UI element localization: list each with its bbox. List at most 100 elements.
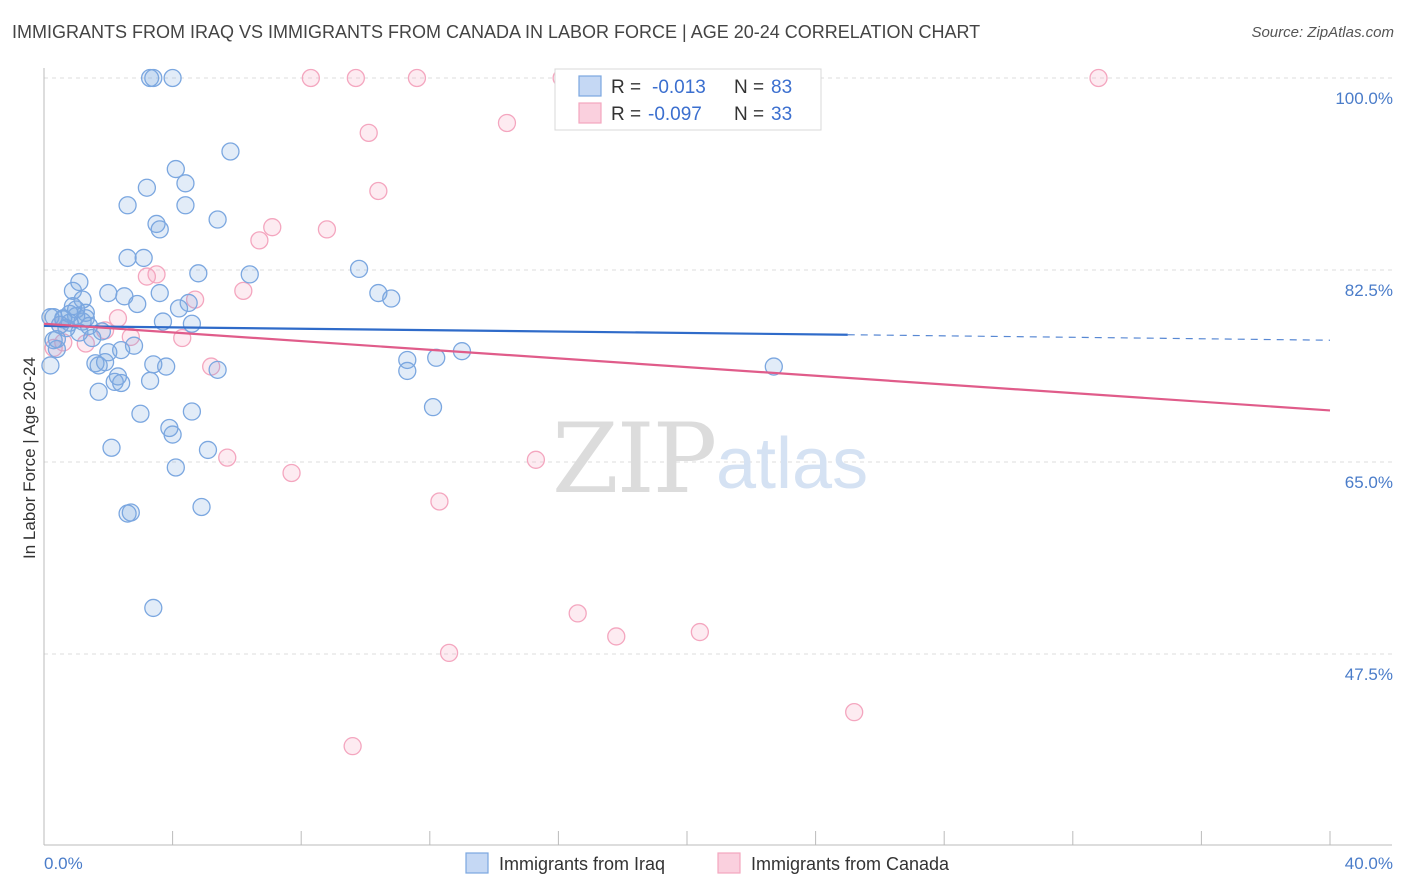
data-point-canada: [218, 448, 237, 467]
data-point-iraq: [118, 196, 137, 215]
legend-swatch-canada: [717, 852, 741, 874]
data-point-iraq: [86, 354, 105, 373]
legend-label-iraq: Immigrants from Iraq: [499, 854, 665, 874]
data-point-canada: [147, 265, 166, 284]
data-point-canada: [1089, 68, 1108, 88]
data-point-iraq: [147, 214, 166, 234]
data-point-iraq: [76, 309, 95, 328]
data-point-canada: [690, 622, 710, 642]
data-point-canada: [430, 492, 449, 511]
data-point-iraq: [102, 438, 121, 457]
watermark-atlas: atlas: [716, 424, 868, 504]
stats-iraq-r-label: R =: [611, 77, 641, 98]
y-tick-label: 65.0%: [1345, 473, 1393, 492]
data-point-canada: [317, 220, 337, 239]
data-point-canada: [301, 68, 320, 88]
data-point-iraq: [764, 357, 783, 376]
source-label: Source: ZipAtlas.com: [1251, 24, 1394, 41]
stats-canada-n-value: 33: [771, 104, 792, 125]
data-point-iraq: [163, 425, 182, 444]
watermark-zip: ZIP: [552, 403, 715, 515]
y-axis-label: In Labor Force | Age 20-24: [20, 357, 39, 559]
data-point-iraq: [176, 174, 195, 193]
trend-line-iraq: [43, 324, 848, 336]
data-point-iraq: [157, 357, 176, 376]
stats-swatch-canada: [578, 102, 602, 124]
data-point-iraq: [150, 220, 169, 239]
legend-swatch-iraq: [465, 852, 489, 874]
stats-iraq-r-value: -0.013: [652, 77, 706, 98]
data-point-canada: [282, 463, 301, 483]
data-point-canada: [108, 309, 128, 328]
data-point-iraq: [198, 440, 218, 460]
data-point-iraq: [427, 348, 446, 367]
data-point-iraq: [382, 289, 401, 308]
data-point-iraq: [189, 264, 208, 283]
x-tick-label-left: 0.0%: [44, 854, 83, 873]
data-point-iraq: [140, 371, 160, 390]
data-point-iraq: [47, 329, 67, 349]
data-point-iraq: [144, 598, 163, 618]
data-point-canada: [497, 113, 517, 133]
data-point-iraq: [192, 497, 211, 517]
data-point-canada: [369, 181, 388, 201]
data-point-iraq: [153, 312, 173, 331]
data-point-canada: [250, 231, 269, 250]
data-point-canada: [607, 627, 626, 646]
data-point-canada: [845, 702, 864, 722]
data-point-iraq: [128, 294, 147, 314]
data-point-canada: [407, 68, 427, 88]
stats-canada-r-label: R =: [611, 104, 641, 125]
data-point-iraq: [124, 336, 144, 355]
stats-iraq-n-label: N =: [734, 77, 764, 98]
data-point-iraq: [105, 372, 124, 392]
tick-labels: 100.0% 82.5% 65.0% 47.5% 0.0% 40.0%: [44, 89, 1393, 873]
data-point-canada: [346, 68, 366, 88]
data-point-canada: [343, 737, 362, 756]
trend-lines: [43, 322, 1331, 412]
data-point-iraq: [47, 339, 67, 359]
data-point-iraq: [221, 142, 240, 161]
chart-title: IMMIGRANTS FROM IRAQ VS IMMIGRANTS FROM …: [12, 22, 981, 42]
legend: Immigrants from Iraq Immigrants from Can…: [465, 852, 950, 874]
data-point-iraq: [137, 178, 157, 197]
data-point-iraq: [423, 397, 443, 417]
legend-label-canada: Immigrants from Canada: [751, 854, 950, 874]
data-point-iraq: [63, 281, 83, 300]
data-point-canada: [359, 123, 378, 143]
data-point-iraq: [163, 68, 182, 88]
trend-line-canada: [43, 322, 1331, 412]
watermark: ZIP atlas: [552, 403, 868, 515]
data-point-iraq: [41, 356, 60, 375]
data-point-iraq: [150, 283, 169, 303]
data-point-iraq: [131, 404, 150, 423]
data-point-iraq: [95, 353, 115, 372]
stats-swatch-iraq: [578, 75, 602, 97]
data-point-iraq: [121, 503, 140, 522]
data-point-canada: [568, 604, 587, 623]
data-point-iraq: [166, 159, 185, 179]
y-tick-label: 82.5%: [1345, 281, 1393, 300]
y-tick-label: 47.5%: [1345, 665, 1393, 684]
data-point-iraq: [240, 265, 259, 284]
data-point-iraq: [179, 293, 198, 313]
data-point-iraq: [182, 402, 202, 421]
data-point-iraq: [112, 373, 131, 393]
data-point-iraq: [169, 299, 189, 318]
data-point-canada: [439, 643, 459, 663]
data-point-iraq: [398, 350, 417, 370]
data-point-iraq: [166, 458, 185, 477]
stats-box: R = -0.013 N = 83 R = -0.097 N = 33: [554, 68, 822, 131]
data-point-iraq: [99, 283, 118, 303]
data-point-iraq: [144, 68, 163, 88]
data-point-iraq: [208, 210, 227, 229]
x-tick-label-right: 40.0%: [1345, 854, 1393, 873]
data-point-iraq: [349, 259, 369, 279]
stats-iraq-n-value: 83: [771, 77, 792, 98]
data-point-iraq: [182, 314, 202, 333]
trend-line-iraq-extension: [847, 334, 1331, 341]
data-point-iraq: [118, 248, 137, 268]
data-point-iraq: [176, 196, 195, 215]
data-point-canada: [526, 450, 546, 469]
